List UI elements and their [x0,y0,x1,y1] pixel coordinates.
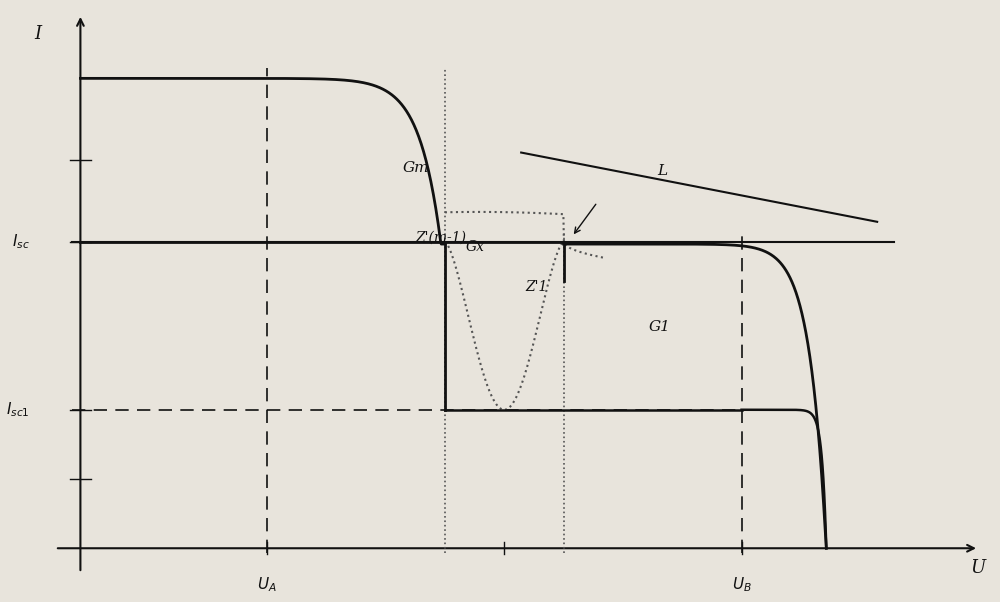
Text: I: I [34,25,42,43]
Text: $U_B$: $U_B$ [732,576,751,594]
Text: Z'(m-1): Z'(m-1) [415,231,466,244]
Text: Gm: Gm [403,161,429,175]
Text: Gx: Gx [466,240,485,255]
Text: Z'1: Z'1 [525,280,548,294]
Text: G1: G1 [648,320,670,334]
Text: L: L [657,164,667,178]
Text: U: U [970,559,986,577]
Text: $U_A$: $U_A$ [257,576,277,594]
Text: $I_{sc1}$: $I_{sc1}$ [6,400,30,419]
Text: $I_{sc}$: $I_{sc}$ [12,232,30,251]
